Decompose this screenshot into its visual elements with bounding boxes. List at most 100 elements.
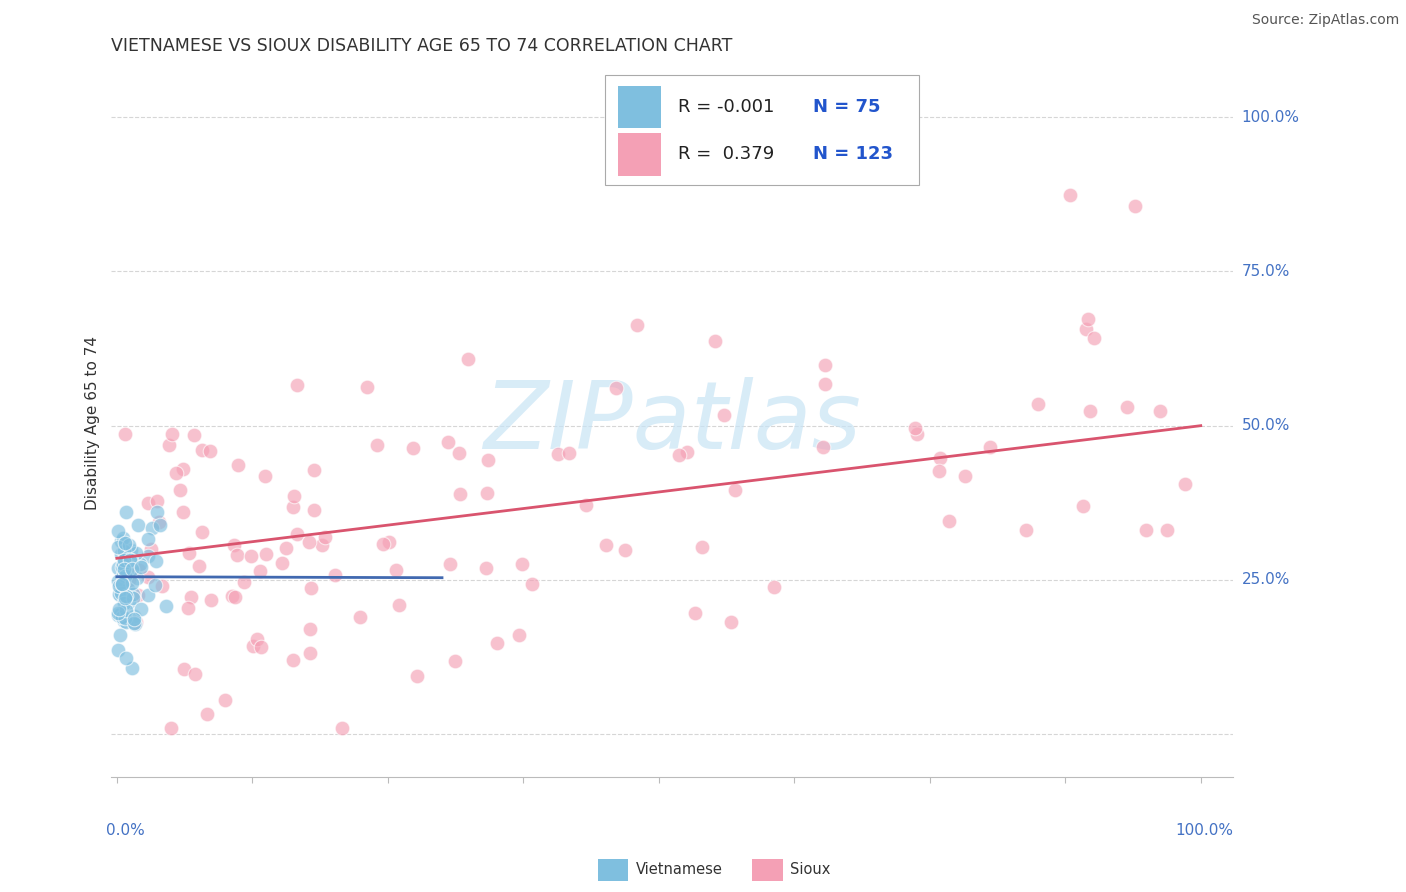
Point (111, 560, 134, 574)
Point (172, 462, 194, 476)
Point (221, 589, 243, 603)
Point (118, 573, 141, 587)
Point (938, 514, 960, 528)
Point (114, 427, 136, 442)
FancyBboxPatch shape (619, 133, 661, 176)
Point (240, 549, 263, 564)
Point (107, 643, 129, 657)
Point (811, 440, 834, 454)
Point (449, 487, 471, 501)
Point (110, 585, 132, 599)
Point (115, 589, 138, 603)
Point (108, 582, 131, 597)
Point (108, 579, 131, 593)
Point (626, 318, 648, 332)
Point (120, 553, 142, 567)
Y-axis label: Disability Age 65 to 74: Disability Age 65 to 74 (86, 335, 100, 509)
Point (127, 517, 149, 532)
Text: Vietnamese: Vietnamese (636, 863, 723, 877)
Point (117, 582, 139, 596)
Point (110, 628, 132, 642)
Point (814, 358, 837, 372)
Point (125, 546, 148, 560)
Point (222, 538, 245, 552)
Point (1174, 477, 1197, 491)
Point (225, 548, 247, 562)
Point (114, 536, 136, 550)
Point (136, 549, 159, 564)
Point (111, 557, 134, 571)
Point (285, 526, 308, 541)
Point (121, 661, 143, 675)
Point (160, 427, 183, 442)
Point (475, 561, 498, 575)
Point (188, 559, 211, 574)
Point (439, 558, 461, 572)
Point (129, 557, 152, 571)
Point (1076, 322, 1098, 336)
Point (330, 721, 353, 735)
Point (190, 524, 212, 539)
Point (1071, 500, 1094, 514)
Text: N = 123: N = 123 (813, 145, 893, 163)
Point (475, 485, 498, 500)
Point (979, 440, 1001, 454)
Point (477, 452, 499, 467)
Point (928, 464, 950, 478)
Text: 100.0%: 100.0% (1241, 110, 1299, 125)
Point (114, 592, 136, 607)
Point (299, 646, 322, 660)
Text: Source: ZipAtlas.com: Source: ZipAtlas.com (1251, 13, 1399, 28)
Point (246, 632, 269, 646)
Point (200, 593, 222, 607)
Point (299, 581, 322, 595)
Point (107, 602, 129, 616)
Point (107, 574, 129, 588)
Text: VIETNAMESE VS SIOUX DISABILITY AGE 65 TO 74 CORRELATION CHART: VIETNAMESE VS SIOUX DISABILITY AGE 65 TO… (111, 37, 733, 55)
Point (139, 541, 162, 556)
Point (165, 467, 187, 481)
Point (183, 666, 205, 681)
Point (107, 541, 129, 555)
Point (128, 563, 150, 577)
Point (444, 654, 467, 668)
Point (297, 535, 319, 549)
Point (108, 607, 131, 622)
Point (136, 570, 159, 584)
Point (115, 587, 138, 601)
Text: R =  0.379: R = 0.379 (678, 145, 775, 163)
Point (136, 532, 159, 546)
Text: 100.0%: 100.0% (1175, 823, 1233, 838)
Point (112, 558, 135, 572)
FancyBboxPatch shape (605, 75, 920, 185)
Point (512, 557, 534, 571)
Point (402, 441, 425, 455)
Point (120, 542, 142, 557)
Point (150, 579, 173, 593)
Point (115, 603, 138, 617)
Point (575, 498, 598, 512)
Point (314, 530, 336, 544)
Point (323, 567, 346, 582)
Point (183, 428, 205, 442)
Point (160, 721, 183, 735)
Text: 25.0%: 25.0% (1241, 573, 1289, 587)
Point (115, 563, 138, 577)
Point (378, 534, 401, 549)
Point (668, 448, 690, 462)
Point (302, 463, 325, 477)
Point (191, 442, 214, 457)
Point (157, 438, 180, 452)
Text: 50.0%: 50.0% (1241, 418, 1289, 434)
Point (366, 438, 388, 452)
Point (276, 541, 298, 555)
Point (111, 567, 134, 582)
Point (146, 505, 169, 519)
Point (177, 547, 200, 561)
Point (437, 434, 460, 449)
Point (177, 601, 200, 615)
Point (254, 547, 277, 561)
Point (690, 541, 713, 555)
Point (1078, 404, 1101, 418)
Point (124, 612, 146, 626)
